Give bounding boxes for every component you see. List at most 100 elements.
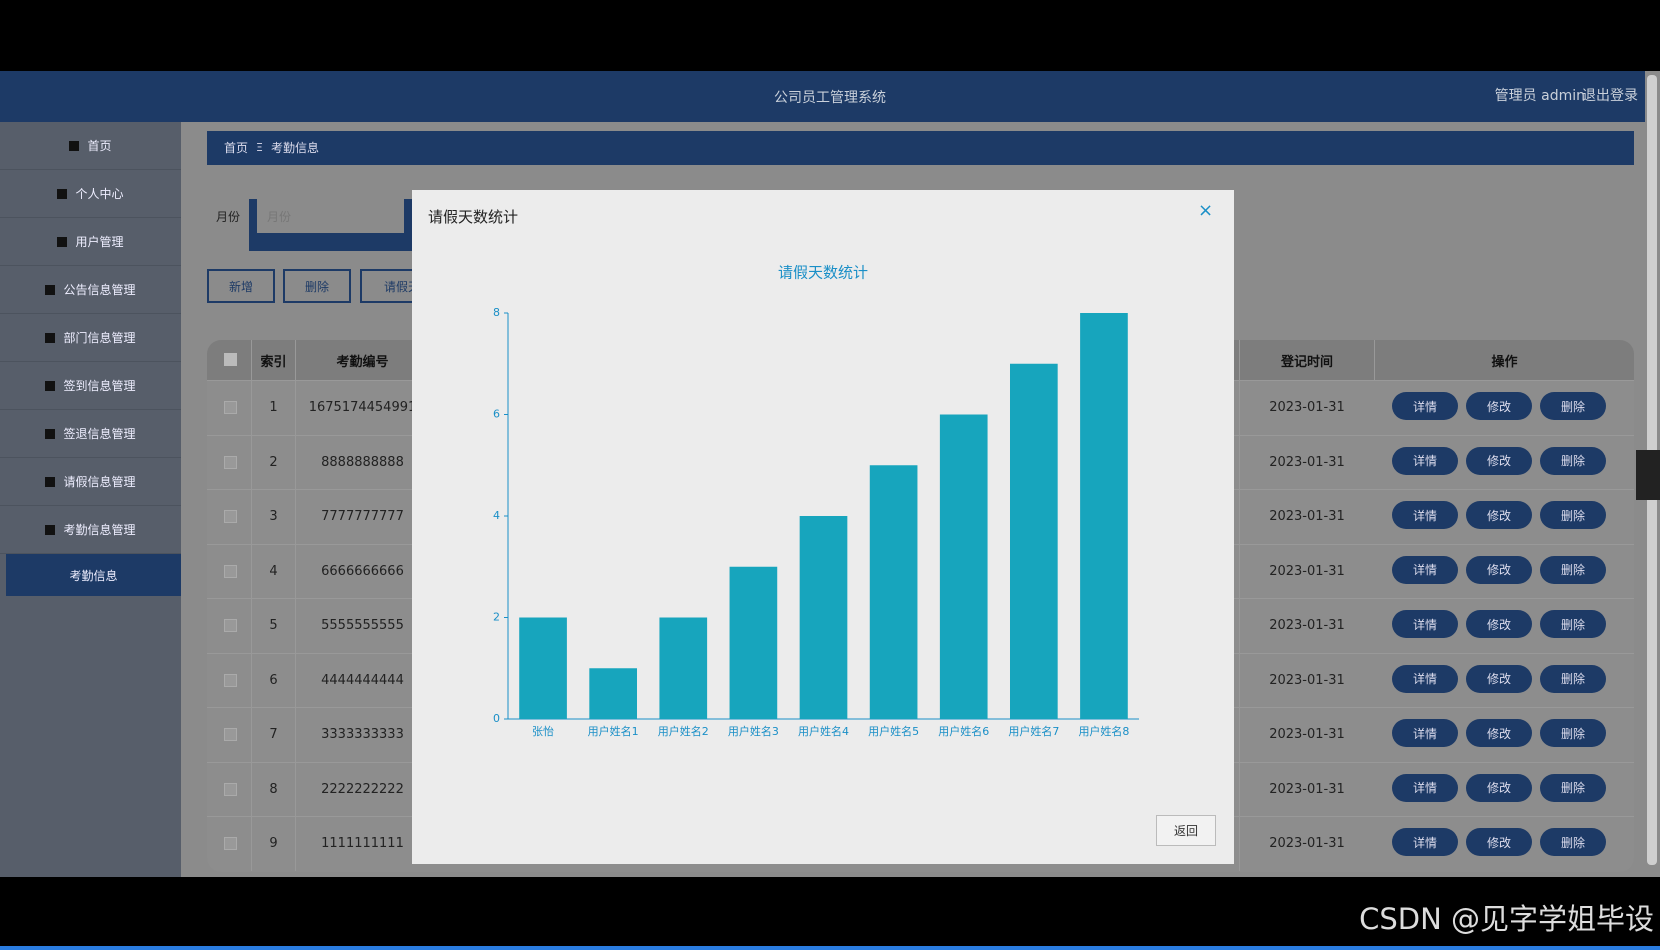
cell: 2023-01-31 [1239,598,1374,653]
cell: 7777777777 [295,489,429,544]
header [0,71,1645,122]
action-button[interactable]: 详情 [1392,555,1458,584]
row-checkbox[interactable] [224,782,237,796]
action-button[interactable]: 删除 [1540,446,1606,475]
cell: 2023-01-31 [1239,489,1374,544]
column-header: 索引 [251,340,295,380]
action-button[interactable]: 删除 [1540,555,1606,584]
modal-close[interactable]: × [1198,200,1214,221]
action-button[interactable]: 详情 [1392,392,1458,420]
y-tick-label: 6 [493,408,500,421]
action-button[interactable]: 详情 [1392,664,1458,693]
top-band [0,0,1660,71]
action-button[interactable]: 详情 [1392,773,1458,802]
row-checkbox[interactable] [224,673,237,687]
cell: 6666666666 [295,543,429,599]
cell: 9 [251,816,295,871]
action-button[interactable]: 删除 [1540,392,1606,420]
sidebar-item[interactable]: 公告信息管理 [0,266,181,314]
action-button[interactable]: 修改 [1466,610,1532,638]
action-button[interactable]: 修改 [1466,555,1532,584]
action-button[interactable]: 修改 [1466,664,1532,693]
action-button[interactable]: 修改 [1466,446,1532,475]
icon [69,140,80,151]
action-button[interactable]: 详情 [1392,719,1458,747]
action-button[interactable]: 修改 [1466,392,1532,420]
icon [45,524,56,535]
label: 签退信息管理 [63,427,136,441]
action-button[interactable]: 删除 [1540,828,1606,856]
action-button[interactable]: 删除 [1540,501,1606,529]
cell: 2222222222 [295,761,429,817]
chart: 请假天数统计 0 2 4 6 8 张怡 用户姓名1 用户姓名2 用户姓名3 用户姓名4 用户姓名5 用户… [493,264,1139,738]
cell: 5555555555 [295,598,429,653]
header-user: 管理员 admin [1494,88,1585,104]
x-tick-label: 用户姓名7 [1008,724,1059,738]
action-button[interactable]: 删除 [1540,664,1606,693]
sidebar-item[interactable]: 个人中心 [0,170,181,218]
sidebar-item[interactable]: 考勤信息管理 [0,506,181,554]
cell: 4444444444 [295,652,429,708]
action-button[interactable]: 修改 [1466,719,1532,747]
x-tick-label: 用户姓名6 [938,724,989,738]
cell: 1 [251,380,295,435]
side-tab[interactable] [1636,450,1660,500]
search-input[interactable]: 月份 [257,199,404,233]
sidebar-item[interactable]: 考勤信息 [6,554,181,596]
x-tick-label: 用户姓名1 [588,724,639,738]
sidebar-item[interactable]: 签到信息管理 [0,362,181,410]
row-checkbox[interactable] [224,837,237,850]
y-tick-label: 8 [493,306,500,319]
action-button[interactable]: 修改 [1466,501,1532,529]
cell: 8888888888 [295,434,429,490]
icon [45,284,56,295]
action-button[interactable]: 删除 [1540,773,1606,802]
cell: 1111111111 [295,816,429,871]
action-button[interactable]: 详情 [1392,610,1458,638]
cell: 3333333333 [295,707,429,762]
action-button[interactable]: 修改 [1466,773,1532,802]
return-button[interactable]: 返回 [1156,815,1216,846]
cell: 2 [251,434,295,490]
cell: 2023-01-31 [1239,434,1374,490]
label: 考勤信息 [69,568,118,583]
sidebar-item[interactable]: 请假信息管理 [0,458,181,506]
header-title: 公司员工管理系统 [774,89,886,106]
cell: 3 [251,489,295,544]
label: 用户管理 [75,235,124,249]
cell: 4 [251,543,295,599]
action-button[interactable]: 删除 [1540,610,1606,638]
column-header: 登记时间 [1239,340,1374,380]
logout[interactable]: 退出登录 [1582,88,1638,104]
row-checkbox[interactable] [224,455,237,469]
breadcrumb-current: 考勤信息 [271,141,320,155]
action-button[interactable]: 详情 [1392,501,1458,529]
row-checkbox[interactable] [224,619,237,632]
icon [45,476,56,487]
breadcrumb-bar [207,131,1634,165]
row-checkbox[interactable] [224,564,237,578]
breadcrumb-home[interactable]: 首页 [224,141,249,155]
action-button[interactable]: 详情 [1392,828,1458,856]
sidebar-item[interactable]: 签退信息管理 [0,410,181,458]
y-tick-label: 4 [493,509,500,522]
toolbar-button[interactable]: 删除 [283,269,351,303]
modal: 请假天数统计 × 返回 请假天数统计 0 2 4 6 8 张怡 用户姓名1 用户姓名2 用户姓名3 用户姓… [412,190,1234,864]
bar [939,414,988,719]
toolbar-button[interactable]: 新增 [207,269,275,303]
label: 请假信息管理 [63,475,136,489]
row-checkbox[interactable] [224,510,237,523]
action-button[interactable]: 详情 [1392,446,1458,475]
row-checkbox[interactable] [224,728,237,741]
action-button[interactable]: 修改 [1466,828,1532,856]
icon [45,428,56,439]
sidebar-item[interactable]: 首页 [0,122,181,170]
sidebar-item[interactable]: 部门信息管理 [0,314,181,362]
sidebar [0,122,181,877]
modal-title: 请假天数统计 [428,208,519,226]
row-checkbox[interactable] [224,401,237,414]
action-button[interactable]: 删除 [1540,719,1606,747]
sidebar-item[interactable]: 用户管理 [0,218,181,266]
x-tick-label: 用户姓名8 [1078,724,1129,738]
